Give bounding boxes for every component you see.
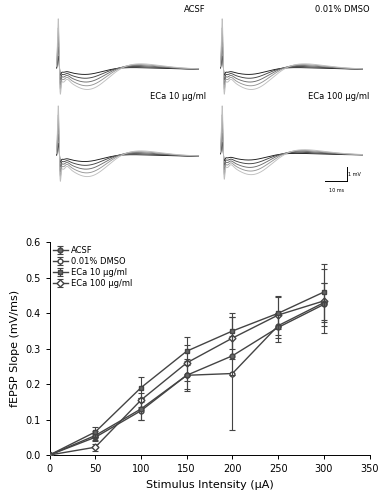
- Legend: ACSF, 0.01% DMSO, ECa 10 μg/ml, ECa 100 μg/ml: ACSF, 0.01% DMSO, ECa 10 μg/ml, ECa 100 …: [52, 245, 133, 289]
- Text: ECa 10 μg/ml: ECa 10 μg/ml: [149, 92, 206, 102]
- X-axis label: Stimulus Intensity (μA): Stimulus Intensity (μA): [146, 480, 274, 490]
- Y-axis label: fEPSP Slope (mV/ms): fEPSP Slope (mV/ms): [10, 290, 19, 408]
- Text: 10 ms: 10 ms: [329, 188, 344, 192]
- Text: 0.01% DMSO: 0.01% DMSO: [315, 5, 370, 14]
- Text: ECa 100 μg/ml: ECa 100 μg/ml: [308, 92, 370, 102]
- Text: 1 mV: 1 mV: [348, 172, 361, 176]
- Text: ACSF: ACSF: [184, 5, 206, 14]
